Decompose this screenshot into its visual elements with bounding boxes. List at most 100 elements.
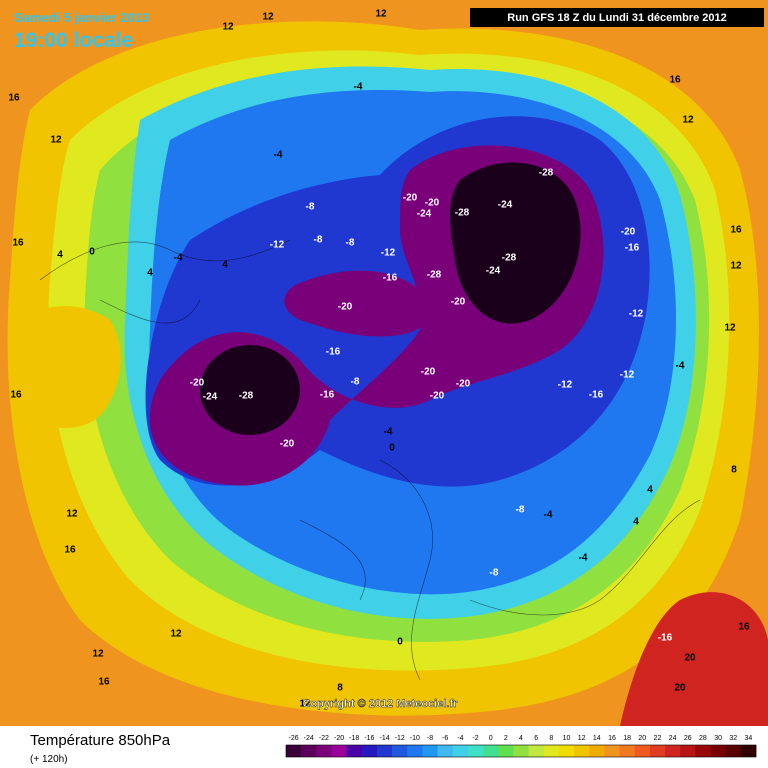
contour-label: -12 <box>620 370 635 381</box>
legend-tick-label: 24 <box>669 735 677 742</box>
contour-label: -20 <box>190 378 205 389</box>
contour-label: -4 <box>274 150 283 161</box>
contour-label: -20 <box>421 367 436 378</box>
contour-label: -28 <box>539 168 554 179</box>
legend-swatch <box>392 745 408 757</box>
contour-label: 16 <box>8 93 20 104</box>
contour-label: -4 <box>544 510 553 521</box>
legend-tick-label: -6 <box>442 735 448 742</box>
legend-swatch <box>665 745 681 757</box>
run-label: Run GFS 18 Z du Lundi 31 décembre 2012 <box>507 12 726 24</box>
contour-label: 0 <box>389 443 395 454</box>
run-box <box>470 8 764 27</box>
legend-swatch <box>528 745 545 757</box>
contour-label: -28 <box>455 208 470 219</box>
color-legend: -26 -24 -22 -20 -18 -16 -14 -12 -10 -8 -6 -4 -2 0 2 4 6 8… <box>285 735 757 758</box>
contour-label: 16 <box>738 622 750 633</box>
legend-swatch <box>467 745 484 757</box>
contour-label: 12 <box>92 649 104 660</box>
legend-swatch <box>558 745 575 757</box>
warm-patch <box>10 306 121 429</box>
legend-swatch <box>346 745 363 757</box>
contour-label: 12 <box>262 12 274 23</box>
legend-tick-label: 0 <box>489 735 493 742</box>
contour-label: -4 <box>676 361 685 372</box>
contour-label: -8 <box>314 235 323 246</box>
legend-tick-label: -10 <box>410 735 420 742</box>
legend-tick-label: -8 <box>427 735 433 742</box>
contour-label: -28 <box>427 270 442 281</box>
contour-label: -12 <box>270 240 285 251</box>
contour-label: -20 <box>338 302 353 313</box>
contour-label: -20 <box>425 198 440 209</box>
legend-tick-label: 4 <box>519 735 523 742</box>
footer-subtitle: (+ 120h) <box>30 754 68 765</box>
cold-core-west <box>200 345 300 435</box>
legend-swatch <box>437 745 454 757</box>
contour-label: 0 <box>89 247 95 258</box>
legend-tick-label: -16 <box>364 735 374 742</box>
contour-label: 16 <box>12 238 24 249</box>
contour-labels: 12 12 12 16 12 16 4 0 4 4 -4 -4 -4 -8 -8 -8 -12 -12 -16 -20… <box>8 9 750 710</box>
contour-label: -16 <box>658 633 673 644</box>
contour-label: -12 <box>558 380 573 391</box>
date-label: Samedi 5 janvier 2013 <box>14 10 149 25</box>
contour-label: 12 <box>730 261 742 272</box>
legend-swatch <box>361 745 378 757</box>
legend-swatch <box>589 745 605 757</box>
legend-tick-label: 18 <box>623 735 631 742</box>
legend-swatch <box>604 745 620 757</box>
contour-label: -8 <box>516 505 525 516</box>
legend-swatch <box>543 745 560 757</box>
contour-label: -24 <box>203 392 218 403</box>
contour-label: -28 <box>502 253 517 264</box>
legend-swatch <box>422 745 438 757</box>
legend-swatch <box>483 745 499 757</box>
legend-swatch <box>695 745 711 757</box>
contour-label: -16 <box>320 390 335 401</box>
legend-tick-label: -20 <box>334 735 344 742</box>
contour-label: 4 <box>147 268 153 279</box>
contour-label: 4 <box>222 260 228 271</box>
contour-label: -20 <box>621 227 636 238</box>
contour-label: -16 <box>326 347 341 358</box>
contour-label: 0 <box>397 637 403 648</box>
contour-label: -24 <box>498 200 513 211</box>
contour-label: 12 <box>170 629 182 640</box>
legend-frame <box>285 744 757 758</box>
contour-label: 4 <box>57 250 63 261</box>
legend-swatch <box>725 745 742 757</box>
contour-label: -24 <box>417 209 432 220</box>
legend-tick-label: -12 <box>395 735 405 742</box>
contour-label: -28 <box>239 391 254 402</box>
legend-swatch <box>376 745 393 757</box>
contour-label: -8 <box>346 238 355 249</box>
contour-label: 20 <box>674 683 686 694</box>
legend-tick-label: 6 <box>534 735 538 742</box>
cold-core-east <box>450 162 581 324</box>
contour-label: -8 <box>351 377 360 388</box>
contour-label: 16 <box>98 677 110 688</box>
legend-tick-label: -14 <box>379 735 389 742</box>
time-label: 19:00 locale <box>14 29 133 52</box>
contour-label: 8 <box>337 683 343 694</box>
contour-label: -16 <box>589 390 604 401</box>
legend-swatch <box>740 745 757 757</box>
legend-tick-label: 26 <box>684 735 692 742</box>
contour-label: 16 <box>730 225 742 236</box>
contour-label: -12 <box>629 309 644 320</box>
legend-tick-label: 32 <box>729 735 737 742</box>
contour-label: -20 <box>430 391 445 402</box>
legend-swatch <box>710 745 726 757</box>
legend-swatch <box>316 745 332 757</box>
contour-label: 12 <box>50 135 62 146</box>
contour-label: 12 <box>375 9 387 20</box>
contour-label: -4 <box>354 82 363 93</box>
legend-tick-label: -2 <box>472 735 478 742</box>
legend-swatch <box>634 745 651 757</box>
legend-tick-label: -24 <box>304 735 314 742</box>
hot-patch <box>620 592 768 726</box>
legend-tick-label: 8 <box>549 735 553 742</box>
legend-tick-label: 20 <box>638 735 646 742</box>
